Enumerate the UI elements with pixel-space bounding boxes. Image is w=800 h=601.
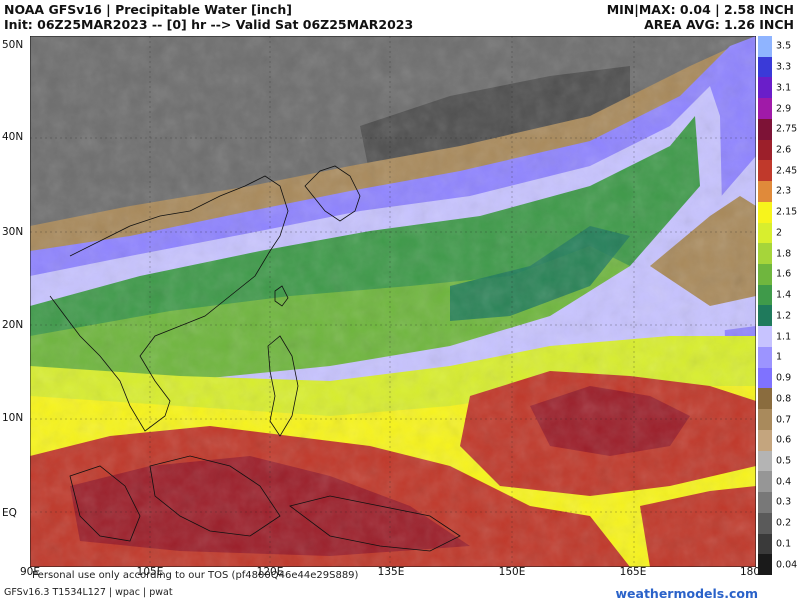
colorbar-tick-label: 1.4	[776, 289, 792, 301]
colorbar-swatch	[758, 388, 772, 410]
precipitable-water-map	[30, 36, 756, 567]
lon-label-105e: 105E	[136, 566, 164, 578]
colorbar-swatch	[758, 56, 772, 78]
borneo-outline	[149, 455, 281, 537]
colorbar-tick-label: 2.3	[776, 185, 792, 197]
colorbar-swatch	[758, 429, 772, 451]
colorbar-swatch	[758, 512, 772, 534]
colorbar-swatch	[758, 160, 772, 182]
colorbar-tick-label: 0.4	[776, 476, 792, 488]
korea-japan-outline	[304, 165, 361, 222]
lat-label-40n: 40N	[2, 131, 24, 143]
colorbar-tick-label: 0.9	[776, 372, 792, 384]
lon-label-165e: 165E	[619, 566, 647, 578]
colorbar-swatch	[758, 77, 772, 99]
sumatra-outline	[69, 465, 141, 542]
colorbar-tick-label: 3.5	[776, 40, 792, 52]
colorbar-swatch	[758, 346, 772, 368]
colorbar	[758, 35, 772, 575]
colorbar-swatch	[758, 201, 772, 223]
colorbar-swatch	[758, 450, 772, 472]
colorbar-tick-label: 0.1	[776, 538, 792, 550]
new-guinea-outline	[289, 495, 461, 552]
tos-notice: Personal use only according to our TOS (…	[32, 570, 359, 581]
noise-texture	[30, 36, 756, 567]
philippines-outline	[267, 335, 299, 437]
lat-label-30n: 30N	[2, 226, 24, 238]
lon-label-90e: 90E	[20, 566, 40, 578]
colorbar-tick-label: 2.75	[776, 123, 798, 135]
colorbar-tick-label: 2.45	[776, 165, 798, 177]
colorbar-swatch	[758, 284, 772, 306]
colorbar-tick-label: 3.1	[776, 82, 792, 94]
colorbar-swatch	[758, 181, 772, 202]
colorbar-tick-label: 2	[776, 227, 783, 239]
colorbar-swatch	[758, 305, 772, 327]
colorbar-tick-label: 0.3	[776, 496, 792, 508]
model-info: GFSv16.3 T1534L127 | wpac | pwat	[4, 587, 173, 598]
colorbar-swatch	[758, 492, 772, 513]
colorbar-tick-label: 2.6	[776, 144, 792, 156]
colorbar-tick-label: 0.5	[776, 455, 792, 467]
colorbar-tick-label: 3.3	[776, 61, 792, 73]
colorbar-ticks: 0.04 0.1 0.2 0.3 0.4 0.5 0.6 0.7 0.8 0.9 1 1.1 1.2 1.…	[774, 36, 800, 575]
brand-link[interactable]: weathermodels.com	[615, 586, 758, 601]
lon-label-150e: 150E	[498, 566, 526, 578]
lat-label-eq: EQ	[2, 507, 17, 519]
lon-label-180: 180	[739, 566, 761, 578]
colorbar-tick-label: 0.04	[776, 559, 798, 571]
asia-coast	[49, 175, 289, 432]
colorbar-tick-label: 1.2	[776, 310, 792, 322]
lon-label-120e: 120E	[256, 566, 284, 578]
lat-label-20n: 20N	[2, 319, 24, 331]
taiwan-outline	[274, 285, 289, 307]
colorbar-tick-label: 0.2	[776, 517, 792, 529]
colorbar-tick-label: 2.9	[776, 103, 792, 115]
minmax-readout: MIN|MAX: 0.04 | 2.58 INCH	[606, 2, 794, 17]
colorbar-swatch	[758, 554, 772, 575]
colorbar-tick-label: 2.15	[776, 206, 798, 218]
coastlines	[49, 165, 461, 552]
lat-label-50n: 50N	[2, 39, 24, 51]
colorbar-swatch	[758, 367, 772, 389]
colorbar-tick-label: 1.8	[776, 248, 792, 260]
area-average-readout: AREA AVG: 1.26 INCH	[644, 17, 794, 32]
colorbar-swatch	[758, 263, 772, 285]
lat-label-10n: 10N	[2, 412, 24, 424]
init-valid-line: Init: 06Z25MAR2023 -- [0] hr --> Valid S…	[4, 17, 414, 32]
colorbar-tick-label: 1	[776, 351, 783, 363]
colorbar-swatch	[758, 98, 772, 119]
colorbar-swatch	[758, 118, 772, 140]
colorbar-swatch	[758, 326, 772, 347]
map-title: NOAA GFSv16 | Precipitable Water [inch]	[4, 2, 292, 17]
colorbar-swatch	[758, 222, 772, 244]
colorbar-swatch	[758, 533, 772, 555]
graticule	[30, 36, 756, 567]
colorbar-swatch	[758, 139, 772, 161]
colorbar-tick-label: 0.7	[776, 414, 792, 426]
colorbar-tick-label: 0.6	[776, 434, 792, 446]
colorbar-swatch	[758, 409, 772, 430]
colorbar-swatch	[758, 35, 772, 57]
colorbar-swatch	[758, 471, 772, 493]
colorbar-swatch	[758, 243, 772, 264]
lon-label-135e: 135E	[377, 566, 405, 578]
colorbar-tick-label: 1.1	[776, 331, 792, 343]
colorbar-tick-label: 1.6	[776, 268, 792, 280]
colorbar-tick-label: 0.8	[776, 393, 792, 405]
